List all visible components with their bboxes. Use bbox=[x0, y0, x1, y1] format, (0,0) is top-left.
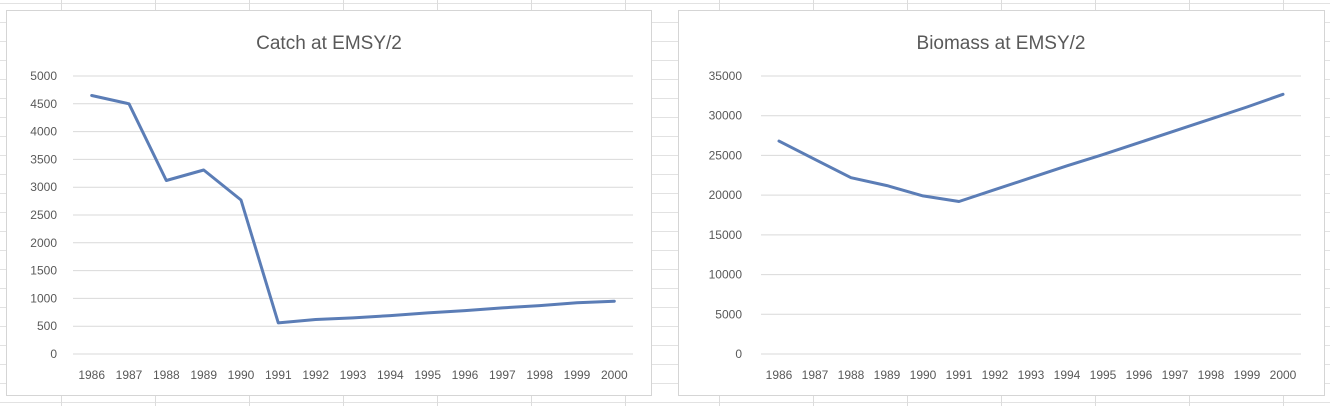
y-tick-label: 15000 bbox=[709, 228, 743, 242]
y-tick-label: 0 bbox=[735, 347, 742, 361]
x-tick-label: 1989 bbox=[874, 368, 901, 382]
x-tick-label: 1988 bbox=[153, 368, 180, 382]
y-tick-label: 2500 bbox=[30, 208, 57, 222]
x-tick-label: 1993 bbox=[1018, 368, 1045, 382]
biomass-chart[interactable]: Biomass at EMSY/2 0 5000 10000 15000 20000 25… bbox=[678, 10, 1325, 396]
x-tick-label: 1994 bbox=[377, 368, 404, 382]
y-tick-label: 0 bbox=[50, 347, 57, 361]
y-tick-label: 30000 bbox=[709, 109, 743, 123]
x-tick-label: 1990 bbox=[228, 368, 255, 382]
x-tick-label: 1996 bbox=[452, 368, 479, 382]
y-tick-label: 2000 bbox=[30, 236, 57, 250]
x-tick-label: 1995 bbox=[414, 368, 441, 382]
chart-title: Biomass at EMSY/2 bbox=[917, 33, 1086, 54]
x-tick-label: 1987 bbox=[116, 368, 143, 382]
x-tick-label: 1999 bbox=[564, 368, 591, 382]
x-tick-label: 1990 bbox=[910, 368, 937, 382]
x-tick-label: 1987 bbox=[802, 368, 829, 382]
x-tick-label: 1992 bbox=[302, 368, 329, 382]
y-tick-label: 5000 bbox=[30, 69, 57, 83]
x-tick-label: 1993 bbox=[340, 368, 367, 382]
biomass-chart-svg: Biomass at EMSY/2 0 5000 10000 15000 20000 25… bbox=[709, 33, 1301, 382]
x-tick-label: 1996 bbox=[1126, 368, 1153, 382]
y-tick-label: 4000 bbox=[30, 125, 57, 139]
x-tick-label: 2000 bbox=[1270, 368, 1297, 382]
chart-title: Catch at EMSY/2 bbox=[256, 33, 402, 54]
x-tick-label: 1986 bbox=[78, 368, 105, 382]
y-tick-label: 1500 bbox=[30, 264, 57, 278]
x-tick-label: 1997 bbox=[1162, 368, 1189, 382]
x-tick-label: 1999 bbox=[1234, 368, 1261, 382]
y-tick-label: 500 bbox=[37, 319, 57, 333]
y-tick-label: 10000 bbox=[709, 268, 743, 282]
x-tick-label: 1998 bbox=[526, 368, 553, 382]
y-tick-label: 4500 bbox=[30, 97, 57, 111]
catch-chart-svg: Catch at EMSY/2 0 500 1000 1500 2000 2500 3000… bbox=[30, 33, 633, 382]
x-tick-label: 1986 bbox=[766, 368, 793, 382]
y-tick-label: 3500 bbox=[30, 152, 57, 166]
y-tick-label: 1000 bbox=[30, 291, 57, 305]
y-tick-label: 25000 bbox=[709, 148, 743, 162]
x-tick-label: 1998 bbox=[1198, 368, 1225, 382]
series-line[interactable] bbox=[90, 94, 616, 325]
x-tick-label: 1994 bbox=[1054, 368, 1081, 382]
series-line[interactable] bbox=[777, 92, 1285, 203]
x-tick-label: 1992 bbox=[982, 368, 1009, 382]
x-tick-label: 1997 bbox=[489, 368, 516, 382]
x-tick-label: 1991 bbox=[265, 368, 292, 382]
x-tick-label: 1989 bbox=[190, 368, 217, 382]
y-tick-label: 35000 bbox=[709, 69, 743, 83]
y-tick-label: 5000 bbox=[715, 307, 742, 321]
catch-chart[interactable]: Catch at EMSY/2 0 500 1000 1500 2000 2500 3000… bbox=[6, 10, 652, 396]
x-tick-label: 2000 bbox=[601, 368, 628, 382]
x-tick-label: 1991 bbox=[946, 368, 973, 382]
x-tick-label: 1995 bbox=[1090, 368, 1117, 382]
x-tick-label: 1988 bbox=[838, 368, 865, 382]
y-tick-label: 20000 bbox=[709, 188, 743, 202]
y-tick-label: 3000 bbox=[30, 180, 57, 194]
